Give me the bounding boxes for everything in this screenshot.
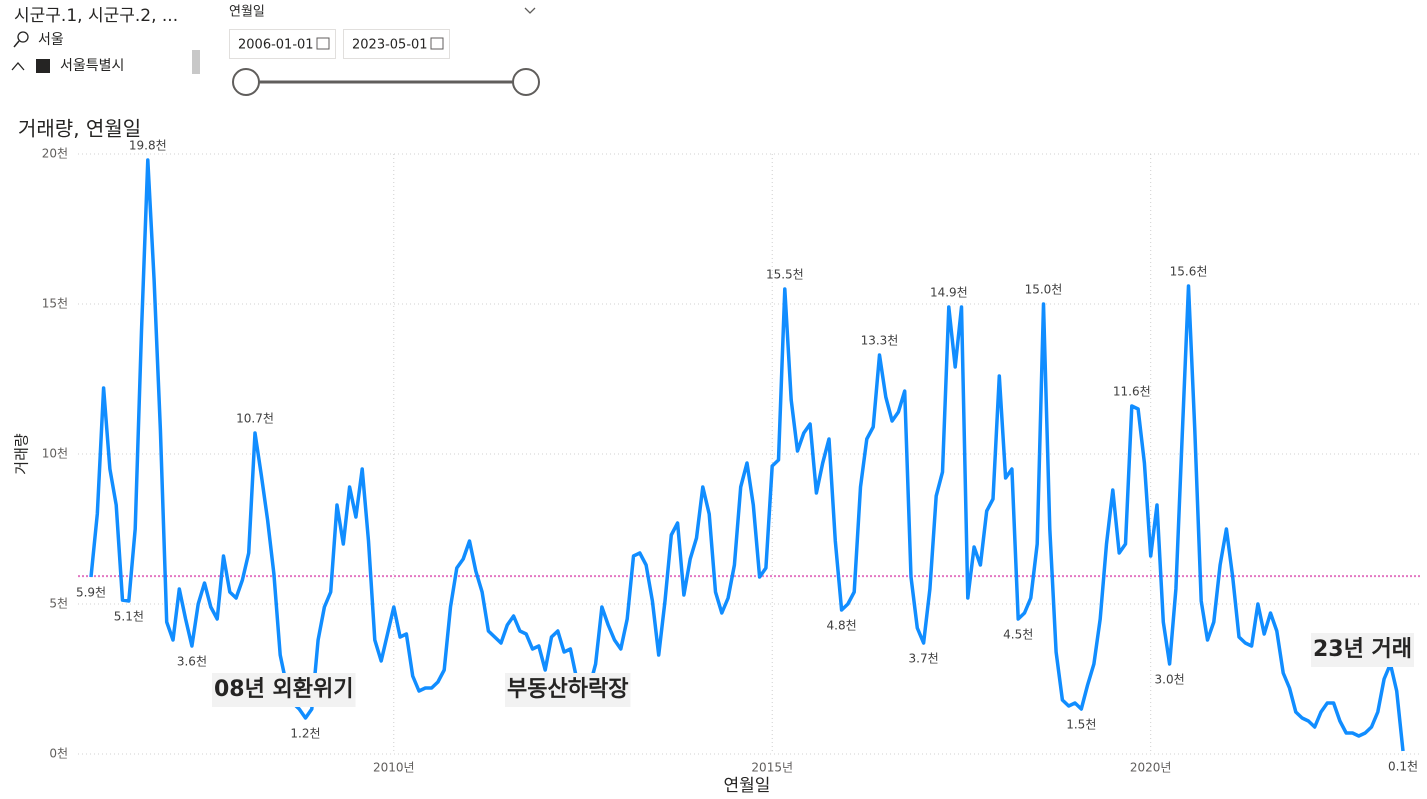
data-label: 11.6천: [1113, 384, 1151, 399]
data-label: 10.7천: [236, 411, 274, 426]
data-label: 4.8천: [827, 618, 857, 633]
annotation: 08년 외환위기: [214, 677, 353, 702]
x-tick-label: 2015년: [751, 761, 793, 775]
y-tick-label: 20천: [42, 146, 68, 161]
data-label: 13.3천: [861, 333, 899, 348]
y-axis-title: 거래량: [13, 433, 31, 475]
data-label: 1.5천: [1066, 717, 1096, 732]
date-input[interactable]: [229, 29, 336, 59]
annotation-bg: [1311, 633, 1414, 667]
checkbox[interactable]: [36, 59, 50, 73]
date-end[interactable]: 2023-05-01: [352, 38, 428, 53]
expand-icon[interactable]: [11, 62, 25, 71]
annotation-bg: [212, 673, 356, 707]
dropdown-icon[interactable]: [524, 7, 536, 14]
data-label: 19.8천: [129, 138, 167, 153]
data-label: 5.1천: [114, 609, 144, 624]
data-label: 3.0천: [1155, 672, 1185, 687]
search-icon: [13, 40, 20, 48]
annotation: 부동산하락장: [507, 677, 628, 702]
x-tick-label: 2020년: [1130, 761, 1172, 775]
data-label: 15.0천: [1025, 282, 1063, 297]
data-label: 3.7천: [909, 651, 939, 666]
data-label: 15.6천: [1170, 264, 1208, 279]
slicer-item[interactable]: 서울특별시: [60, 58, 124, 74]
scrollbar[interactable]: [192, 50, 200, 74]
date-start[interactable]: 2006-01-01: [238, 38, 314, 53]
x-tick-label: 2010년: [373, 761, 415, 775]
slicer-title: 연월일: [229, 5, 265, 20]
slider-handle[interactable]: [232, 68, 260, 96]
date-input[interactable]: [343, 29, 450, 59]
data-label: 1.2천: [290, 726, 320, 741]
data-label: 14.9천: [930, 285, 968, 300]
search-box[interactable]: 서울: [38, 32, 64, 48]
data-label: 0.1천: [1388, 759, 1418, 774]
y-tick-label: 5천: [49, 596, 68, 611]
data-label: 4.5천: [1003, 627, 1033, 642]
search-icon: [17, 31, 29, 43]
y-tick-label: 15천: [42, 296, 68, 311]
x-axis-title: 연월일: [724, 776, 771, 796]
calendar-icon[interactable]: [316, 37, 330, 50]
data-label: 5.9천: [76, 585, 106, 600]
annotation-bg: [505, 673, 631, 707]
data-label: 15.5천: [766, 267, 804, 282]
y-tick-label: 10천: [42, 446, 68, 461]
y-tick-label: 0천: [49, 746, 68, 761]
chart-title: 거래량, 연월일: [18, 117, 141, 141]
series-line: [89, 158, 1405, 752]
data-label: 3.6천: [177, 654, 207, 669]
calendar-icon[interactable]: [430, 37, 444, 50]
slicer-title: 시군구.1, 시군구.2, ...: [14, 6, 178, 26]
annotation: 23년 거래: [1313, 637, 1412, 662]
slider-handle[interactable]: [512, 68, 540, 96]
